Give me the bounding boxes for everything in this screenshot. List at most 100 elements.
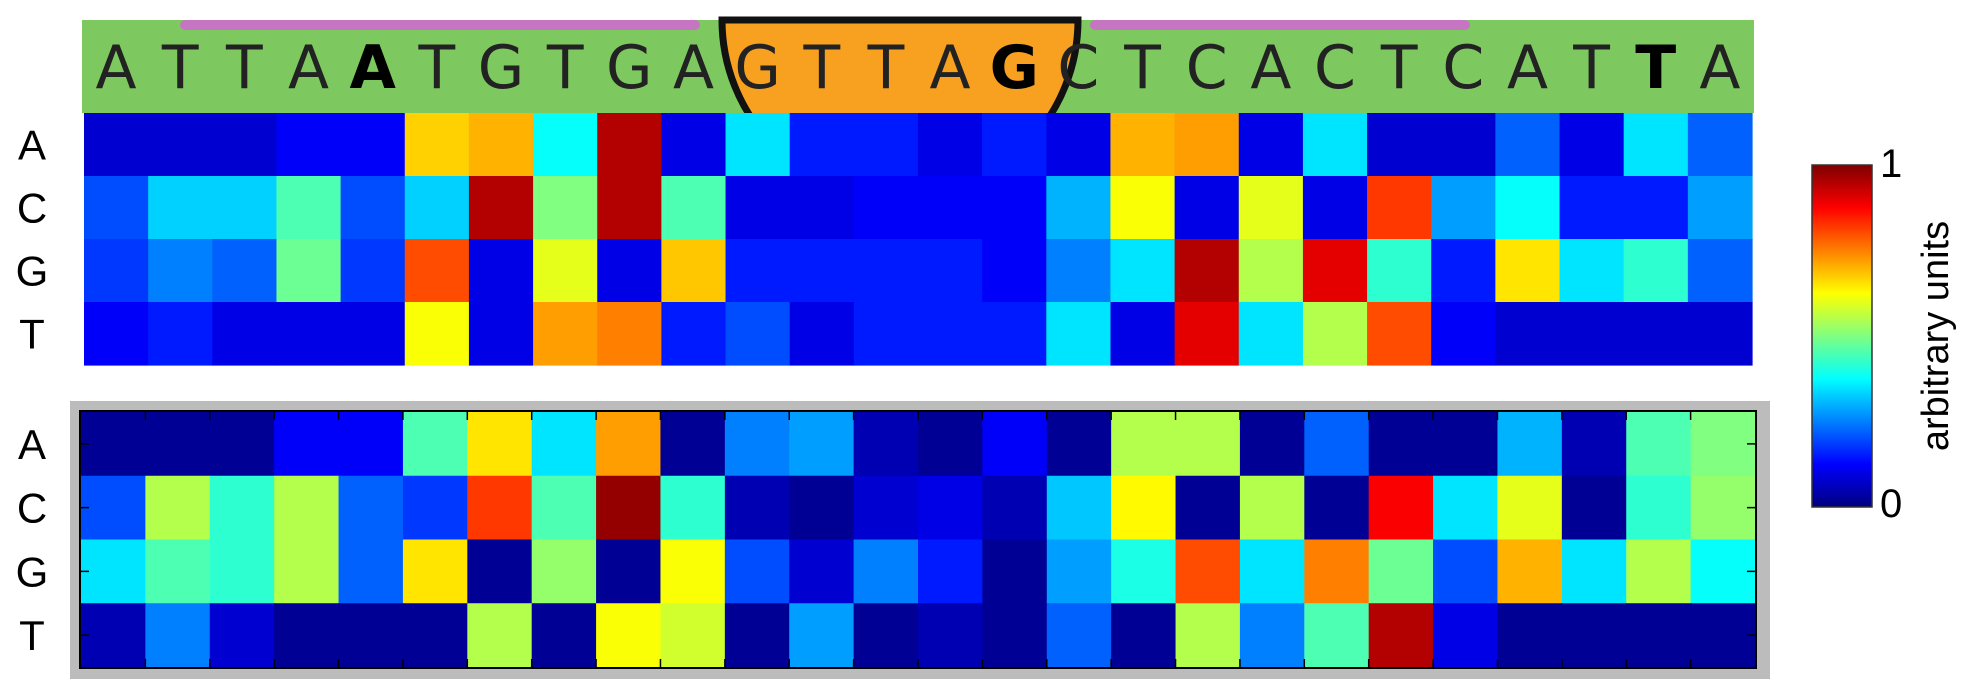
heatmap-cell [1497, 412, 1563, 477]
colorbar-max-label: 1 [1880, 142, 1902, 186]
heatmap-cell [533, 302, 598, 366]
heatmap-cell [1687, 239, 1753, 303]
heatmap-cell [725, 113, 791, 177]
heatmap-cell [660, 539, 726, 604]
heatmap-cell [212, 302, 278, 366]
heatmap-cell [1368, 412, 1434, 477]
heatmap-cell [1046, 603, 1112, 668]
heatmap-cell [1497, 539, 1563, 604]
heatmap-cell [725, 302, 791, 366]
row-label: G [16, 248, 49, 295]
heatmap-cell [660, 412, 726, 477]
heatmap-cell [531, 412, 597, 477]
heatmap-cell [724, 475, 790, 541]
heatmap-cell [918, 302, 983, 366]
heatmap-cell [661, 302, 727, 366]
sequence-letter: G [734, 33, 781, 103]
heatmap-cell [402, 603, 468, 668]
heatmap-cell [918, 239, 983, 303]
heatmap-cell [1304, 475, 1370, 541]
sequence-letter: G [606, 33, 653, 103]
heatmap-cell [982, 239, 1047, 303]
row-label: G [16, 548, 49, 595]
heatmap-cell [789, 302, 855, 366]
heatmap-cell [853, 412, 919, 477]
heatmap-cell [1368, 539, 1434, 604]
heatmap-cell [1433, 603, 1499, 668]
heatmap-cell [596, 475, 662, 541]
heatmap-cell [1046, 113, 1112, 177]
heatmap-cell [982, 113, 1047, 177]
heatmap-cell [81, 539, 146, 604]
heatmap-cell [1495, 302, 1561, 366]
heatmap-cell [1304, 603, 1370, 668]
heatmap-cell [1110, 113, 1176, 177]
heatmap-cell [1174, 239, 1240, 303]
heatmap-cell [660, 603, 726, 668]
sequence-letter: T [418, 33, 456, 103]
heatmap-cell [789, 475, 855, 541]
heatmap-cell [1687, 113, 1753, 177]
heatmap-cell [1239, 539, 1305, 604]
sequence-letter: A [1250, 33, 1291, 103]
heatmap-cell [212, 113, 278, 177]
heatmap-cell [531, 603, 597, 668]
heatmap-cell [148, 176, 213, 240]
row-label: A [18, 421, 46, 468]
colorbar-axis-label: arbitrary units [1915, 221, 1957, 451]
heatmap-cell [468, 113, 534, 177]
heatmap-cell [1495, 113, 1561, 177]
heatmap-cell [84, 113, 149, 177]
colorbar-min-label: 0 [1880, 482, 1902, 526]
heatmap-cell [1367, 113, 1432, 177]
heatmap-cell [853, 539, 919, 604]
heatmap-cell [724, 603, 790, 668]
heatmap-cell [1239, 603, 1305, 668]
sequence-letter: A [349, 33, 396, 103]
heatmap-cell [148, 302, 213, 366]
heatmap-cell [340, 176, 406, 240]
heatmap-cell [1690, 603, 1756, 668]
sequence-letter: A [930, 33, 971, 103]
heatmap-cell [468, 239, 534, 303]
heatmap-cell [1046, 412, 1112, 477]
heatmap-cell [338, 603, 404, 668]
heatmap-cell [597, 239, 662, 303]
heatmap-cell [724, 539, 790, 604]
heatmap-cell [982, 176, 1047, 240]
sequence-letter: T [802, 33, 840, 103]
heatmap-cell [1111, 412, 1177, 477]
heatmap-cell [853, 475, 919, 541]
heatmap-cell [725, 176, 791, 240]
heatmap-cell [1561, 603, 1627, 668]
sequence-letter: G [990, 33, 1039, 103]
heatmap-cell [1561, 475, 1627, 541]
heatmap-cell [1046, 302, 1112, 366]
heatmap-cell [276, 113, 342, 177]
heatmap-cell [1367, 239, 1432, 303]
heatmap-cell [596, 603, 662, 668]
heatmap-cell [660, 475, 726, 541]
heatmap-cell [1175, 475, 1241, 541]
heatmap-cell [212, 176, 278, 240]
heatmap-cell [982, 539, 1048, 604]
heatmap-cell [531, 539, 597, 604]
heatmap-cell [1367, 302, 1432, 366]
heatmap-cell [1559, 239, 1625, 303]
sequence-letter: T [867, 33, 905, 103]
heatmap-cell [1561, 412, 1627, 477]
row-label: A [18, 122, 46, 169]
heatmap-cell [1559, 176, 1625, 240]
heatmap-cell [1497, 475, 1563, 541]
heatmap-cell [148, 113, 213, 177]
heatmap-cell [533, 113, 598, 177]
heatmap-cell [1110, 239, 1176, 303]
sequence-letter: T [1380, 33, 1418, 103]
heatmap-cell [1238, 113, 1304, 177]
heatmap-cell [276, 302, 342, 366]
